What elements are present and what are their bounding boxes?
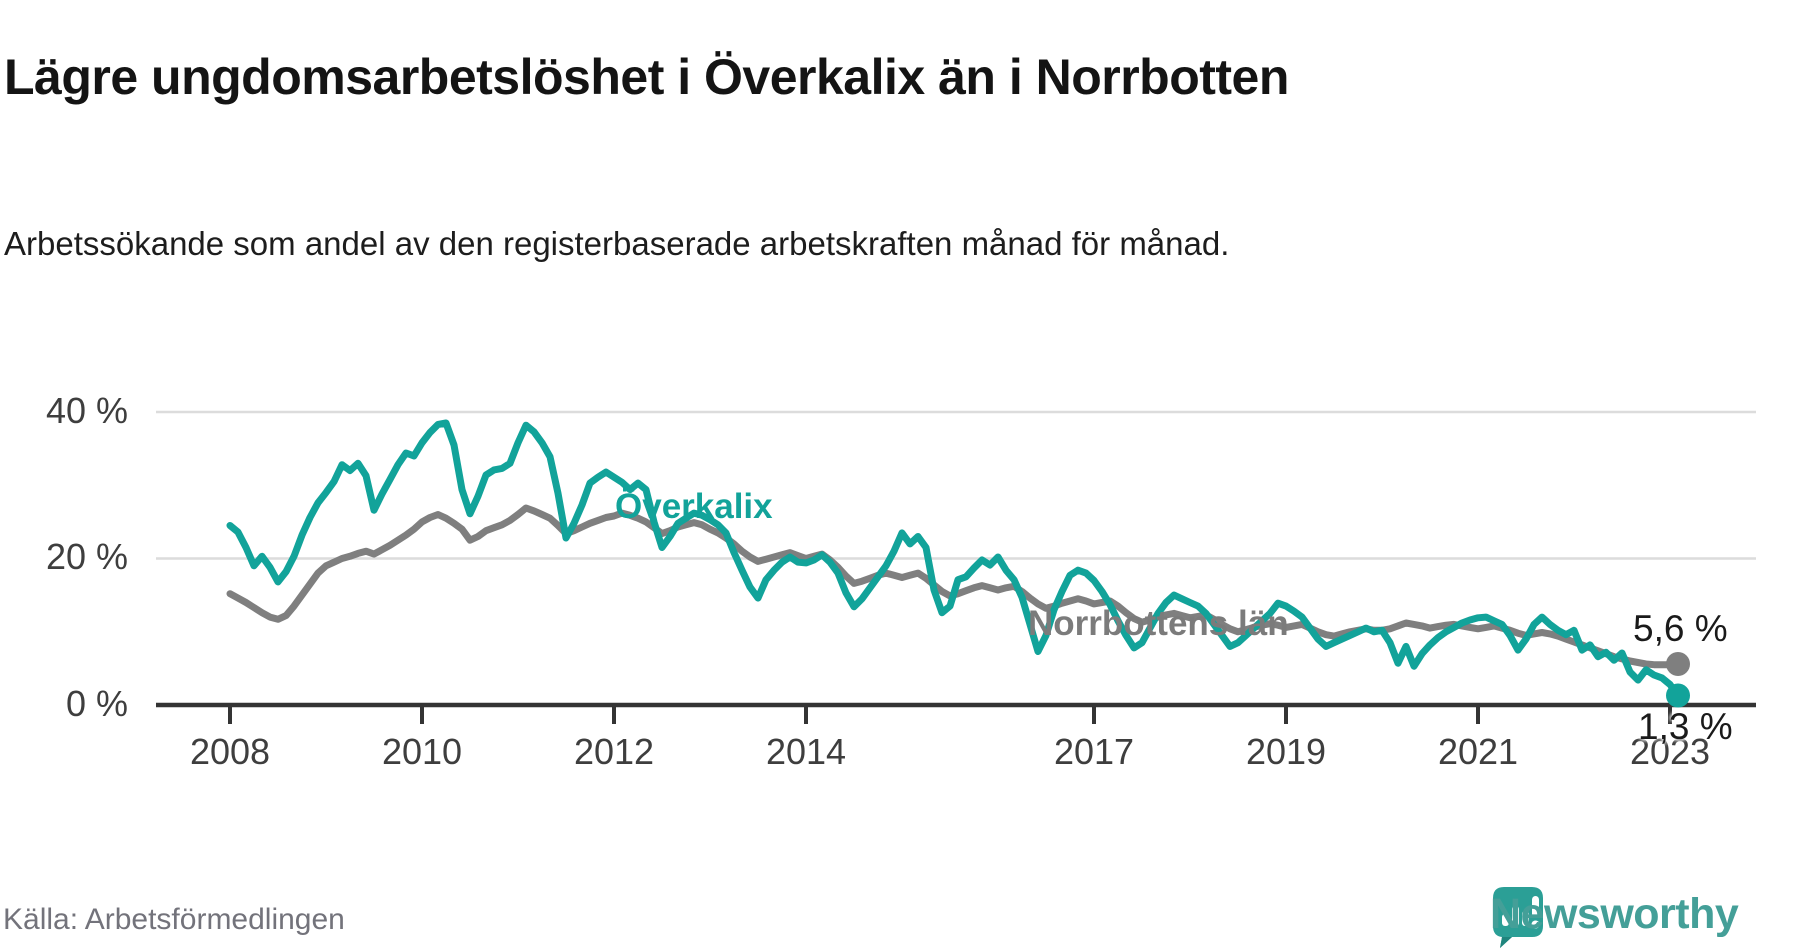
page-title: Lägre ungdomsarbetslöshet i Överkalix än… bbox=[4, 48, 1289, 105]
brand-lockup: Newsworthy bbox=[1490, 884, 1739, 948]
y-axis-label-0: 0 % bbox=[65, 683, 128, 724]
y-axis-label-40: 40 % bbox=[45, 390, 128, 431]
x-axis-label-2014: 2014 bbox=[765, 731, 847, 772]
end-value-overkalix: 1,3 % bbox=[1638, 706, 1733, 747]
page-subtitle: Arbetssökande som andel av den registerb… bbox=[4, 225, 1230, 262]
y-axis-label-20: 20 % bbox=[45, 536, 128, 577]
series-label-norrbotten: Norrbottens län bbox=[1028, 604, 1289, 643]
line-series-overkalix bbox=[226, 419, 1682, 699]
series-label-overkalix: Överkalix bbox=[615, 487, 773, 526]
end-value-norrbotten: 5,6 % bbox=[1633, 608, 1728, 649]
x-axis-label-2019: 2019 bbox=[1245, 731, 1327, 772]
x-axis-label-2017: 2017 bbox=[1053, 731, 1135, 772]
x-axis-label-2023: 2023 bbox=[1629, 731, 1711, 772]
source-note: Källa: Arbetsförmedlingen bbox=[3, 903, 345, 936]
x-axis-label-2008: 2008 bbox=[189, 731, 271, 772]
x-axis-label-2021: 2021 bbox=[1437, 731, 1519, 772]
x-axis-label-2010: 2010 bbox=[381, 731, 463, 772]
newsworthy-logo-icon bbox=[1493, 887, 1543, 948]
end-dot-norrbotten bbox=[1666, 651, 1690, 676]
x-axis-label-2012: 2012 bbox=[573, 731, 655, 772]
brand-name: Newsworthy bbox=[1490, 889, 1739, 938]
end-dot-overkalix bbox=[1666, 683, 1690, 708]
